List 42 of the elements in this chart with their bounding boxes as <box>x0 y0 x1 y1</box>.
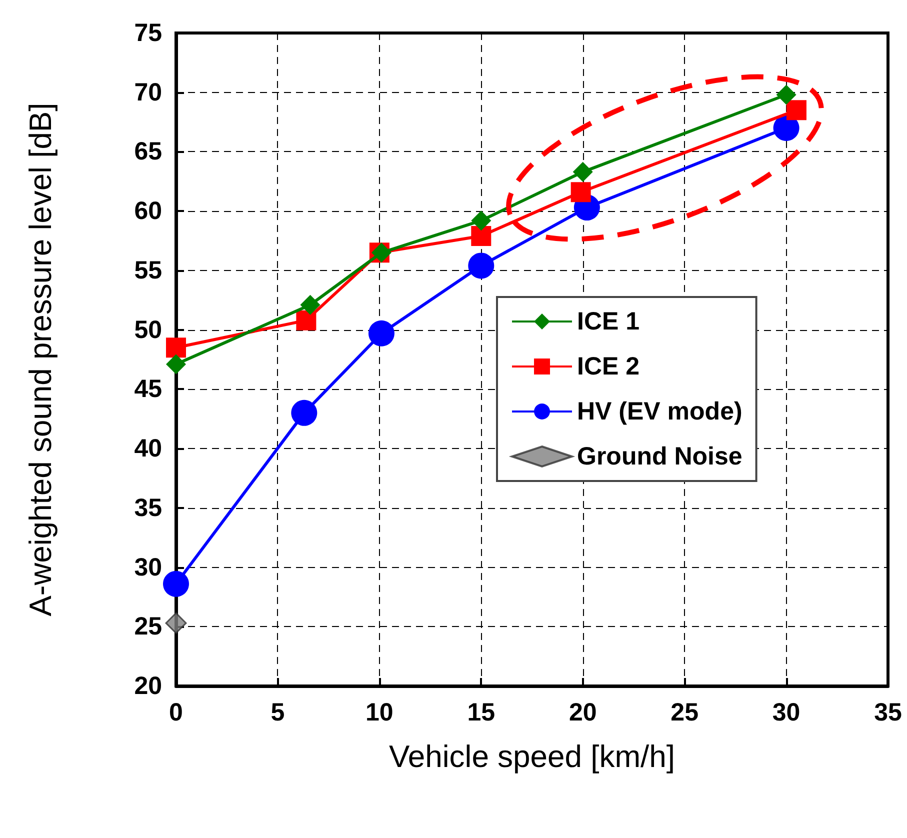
x-tick-label: 25 <box>670 698 699 726</box>
point <box>166 354 186 374</box>
legend-label: ICE 1 <box>577 308 640 336</box>
x-tick-label: 15 <box>467 698 496 726</box>
point <box>471 210 492 231</box>
y-tick-label: 60 <box>134 197 162 226</box>
y-axis-title: A-weighted sound pressure level [dB] <box>23 102 58 616</box>
y-tick-label: 75 <box>134 19 162 47</box>
point <box>776 84 796 105</box>
y-tick-label: 30 <box>134 553 162 582</box>
point <box>468 252 494 279</box>
y-tick-label: 25 <box>134 612 162 641</box>
x-tick-label: 5 <box>270 698 285 726</box>
point <box>165 612 187 634</box>
y-tick-label: 45 <box>134 375 162 404</box>
point <box>296 310 316 330</box>
x-tick-label: 35 <box>874 698 902 726</box>
legend-label: ICE 2 <box>577 352 640 380</box>
point <box>368 320 394 346</box>
y-tick-label: 35 <box>134 494 162 522</box>
y-tick-label: 40 <box>134 434 162 463</box>
point <box>163 570 189 597</box>
point <box>291 400 318 426</box>
x-tick-label: 30 <box>772 698 800 726</box>
y-tick-label: 70 <box>134 78 162 106</box>
y-tick-label: 65 <box>134 138 162 166</box>
point <box>471 226 492 246</box>
x-tick-label: 0 <box>169 698 183 726</box>
legend-label: HV (EV mode) <box>577 398 742 426</box>
point <box>572 162 593 182</box>
y-tick-label: 20 <box>134 672 162 700</box>
point <box>570 182 591 202</box>
y-tick-label: 55 <box>134 256 162 284</box>
point <box>300 294 320 315</box>
point <box>786 100 806 120</box>
x-tick-label: 10 <box>366 698 394 726</box>
x-tick-label: 20 <box>568 698 597 726</box>
y-tick-label: 50 <box>134 316 162 344</box>
point <box>773 114 800 141</box>
legend-label: Ground Noise <box>577 442 742 470</box>
point <box>166 338 186 358</box>
x-axis-title: Vehicle speed [km/h] <box>388 739 676 774</box>
